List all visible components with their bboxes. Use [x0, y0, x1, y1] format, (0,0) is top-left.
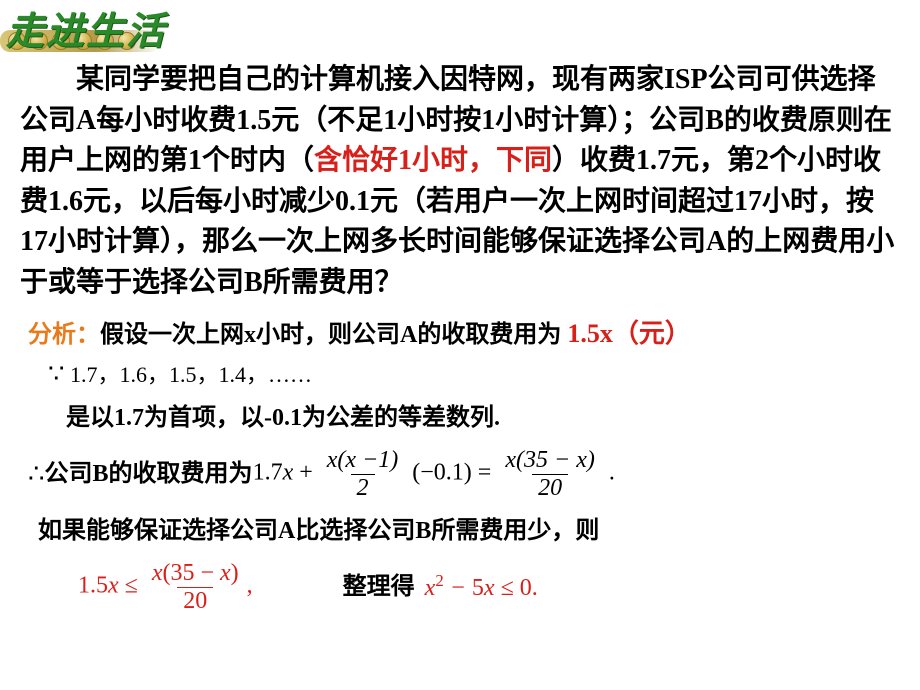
analysis-label: 分析： — [28, 322, 100, 348]
company-b-formula: 1.7x + x(x −1) 2 (−0.1) = x(35 − x) 20 . — [253, 447, 615, 501]
analysis-section: 分析：假设一次上网x小时，则公司A的收取费用为 1.5x（元） ∵ 1.7，1.… — [0, 304, 920, 615]
analysis-assume-text: 假设一次上网x小时，则公司A的收取费用为 — [100, 322, 561, 348]
arithmetic-desc: 是以1.7为首项，以-0.1为公差的等差数列. — [28, 400, 892, 437]
guarantee-text: 如果能够保证选择公司A比选择公司B所需费用少，则 — [28, 513, 892, 550]
fraction-1: x(x −1) 2 — [323, 447, 403, 501]
slide-header: 走进生活 — [0, 0, 920, 48]
arrange-label: 整理得 — [343, 569, 415, 606]
sequence-line: ∵ 1.7，1.6，1.5，1.4，…… — [28, 354, 892, 394]
because-symbol: ∵ — [48, 359, 65, 388]
slide-title: 走进生活 — [6, 0, 166, 55]
sequence-values: 1.7，1.6，1.5，1.4，…… — [70, 362, 312, 387]
final-result: x2 − 5x ≤ 0. — [425, 568, 538, 607]
company-a-cost: 1.5x（元） — [567, 319, 691, 348]
problem-statement: 某同学要把自己的计算机接入因特网，现有两家ISP公司可供选择公司A每小时收费1.… — [0, 48, 920, 304]
problem-highlight: 含恰好1小时，下同 — [314, 145, 552, 176]
analysis-line-assume: 分析：假设一次上网x小时，则公司A的收取费用为 1.5x（元） — [28, 314, 892, 354]
company-b-formula-line: ∴ 公司B的收取费用为 1.7x + x(x −1) 2 (−0.1) = x(… — [28, 447, 892, 501]
fraction-2: x(35 − x) 20 — [501, 447, 599, 501]
fraction-final: x(35 − x) 20 — [148, 560, 243, 614]
company-b-prefix: 公司B的收取费用为 — [45, 456, 253, 493]
therefore-symbol: ∴ — [28, 454, 45, 494]
inequality-lhs: 1.5x ≤ x(35 − x) 20 , — [78, 560, 253, 614]
final-inequality-line: 1.5x ≤ x(35 − x) 20 , 整理得 x2 − 5x ≤ 0. — [28, 560, 892, 614]
